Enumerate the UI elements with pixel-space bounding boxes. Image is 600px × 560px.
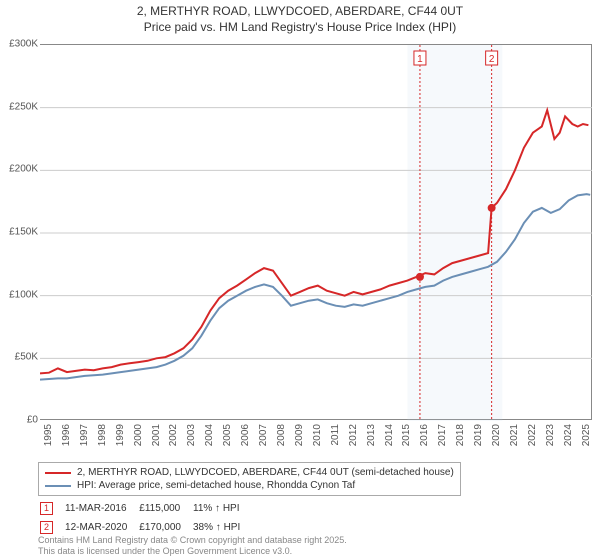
y-tick-label: £300K: [9, 39, 38, 50]
x-tick-label: 1995: [43, 424, 54, 446]
sales-table: 1 11-MAR-2016 £115,000 11% ↑ HPI 2 12-MA…: [38, 498, 252, 538]
x-tick-label: 2002: [168, 424, 179, 446]
sale-date: 12-MAR-2020: [65, 519, 137, 536]
table-row: 2 12-MAR-2020 £170,000 38% ↑ HPI: [40, 519, 250, 536]
x-tick-label: 2022: [527, 424, 538, 446]
x-tick-label: 2011: [330, 424, 341, 446]
plot-svg: 12: [40, 45, 592, 421]
x-tick-label: 2015: [401, 424, 412, 446]
y-tick-label: £250K: [9, 101, 38, 112]
y-tick-label: £100K: [9, 289, 38, 300]
title-line-2: Price paid vs. HM Land Registry's House …: [0, 20, 600, 36]
x-tick-label: 2021: [509, 424, 520, 446]
x-tick-label: 1996: [61, 424, 72, 446]
legend-swatch: [45, 472, 71, 474]
legend-swatch: [45, 485, 71, 487]
x-tick-label: 2008: [276, 424, 287, 446]
x-tick-label: 1997: [79, 424, 90, 446]
y-tick-label: £150K: [9, 227, 38, 238]
chart-title: 2, MERTHYR ROAD, LLWYDCOED, ABERDARE, CF…: [0, 0, 600, 35]
x-tick-label: 2020: [491, 424, 502, 446]
sale-delta: 38% ↑ HPI: [193, 519, 250, 536]
chart-container: 2, MERTHYR ROAD, LLWYDCOED, ABERDARE, CF…: [0, 0, 600, 560]
x-tick-label: 2009: [294, 424, 305, 446]
x-tick-label: 2013: [366, 424, 377, 446]
x-tick-label: 2006: [240, 424, 251, 446]
x-tick-label: 2023: [545, 424, 556, 446]
x-tick-label: 2025: [581, 424, 592, 446]
footnote-line-2: This data is licensed under the Open Gov…: [38, 546, 347, 557]
svg-text:1: 1: [417, 54, 423, 65]
sale-price: £115,000: [139, 500, 191, 517]
sale-price: £170,000: [139, 519, 191, 536]
legend-label: 2, MERTHYR ROAD, LLWYDCOED, ABERDARE, CF…: [77, 466, 454, 479]
y-tick-label: £200K: [9, 164, 38, 175]
x-tick-label: 2018: [455, 424, 466, 446]
legend: 2, MERTHYR ROAD, LLWYDCOED, ABERDARE, CF…: [38, 462, 461, 496]
sale-marker: 1: [40, 502, 53, 515]
x-tick-label: 1998: [97, 424, 108, 446]
legend-item: 2, MERTHYR ROAD, LLWYDCOED, ABERDARE, CF…: [45, 466, 454, 479]
x-tick-label: 2005: [222, 424, 233, 446]
plot-area: 12: [40, 44, 592, 420]
legend-label: HPI: Average price, semi-detached house,…: [77, 479, 355, 492]
x-tick-label: 2024: [563, 424, 574, 446]
x-tick-label: 2014: [384, 424, 395, 446]
y-tick-label: £0: [27, 415, 38, 426]
x-tick-label: 2017: [437, 424, 448, 446]
x-tick-label: 2019: [473, 424, 484, 446]
title-line-1: 2, MERTHYR ROAD, LLWYDCOED, ABERDARE, CF…: [0, 4, 600, 20]
x-tick-label: 2012: [348, 424, 359, 446]
y-tick-label: £50K: [15, 352, 38, 363]
sale-marker: 2: [40, 521, 53, 534]
x-tick-label: 2010: [312, 424, 323, 446]
x-tick-label: 2004: [204, 424, 215, 446]
sale-date: 11-MAR-2016: [65, 500, 137, 517]
x-tick-label: 2000: [133, 424, 144, 446]
x-tick-label: 1999: [115, 424, 126, 446]
footnote: Contains HM Land Registry data © Crown c…: [38, 535, 347, 557]
x-tick-label: 2016: [419, 424, 430, 446]
x-tick-label: 2003: [186, 424, 197, 446]
x-tick-label: 2007: [258, 424, 269, 446]
legend-item: HPI: Average price, semi-detached house,…: [45, 479, 454, 492]
footnote-line-1: Contains HM Land Registry data © Crown c…: [38, 535, 347, 546]
svg-text:2: 2: [489, 54, 495, 65]
table-row: 1 11-MAR-2016 £115,000 11% ↑ HPI: [40, 500, 250, 517]
sale-delta: 11% ↑ HPI: [193, 500, 250, 517]
x-tick-label: 2001: [151, 424, 162, 446]
